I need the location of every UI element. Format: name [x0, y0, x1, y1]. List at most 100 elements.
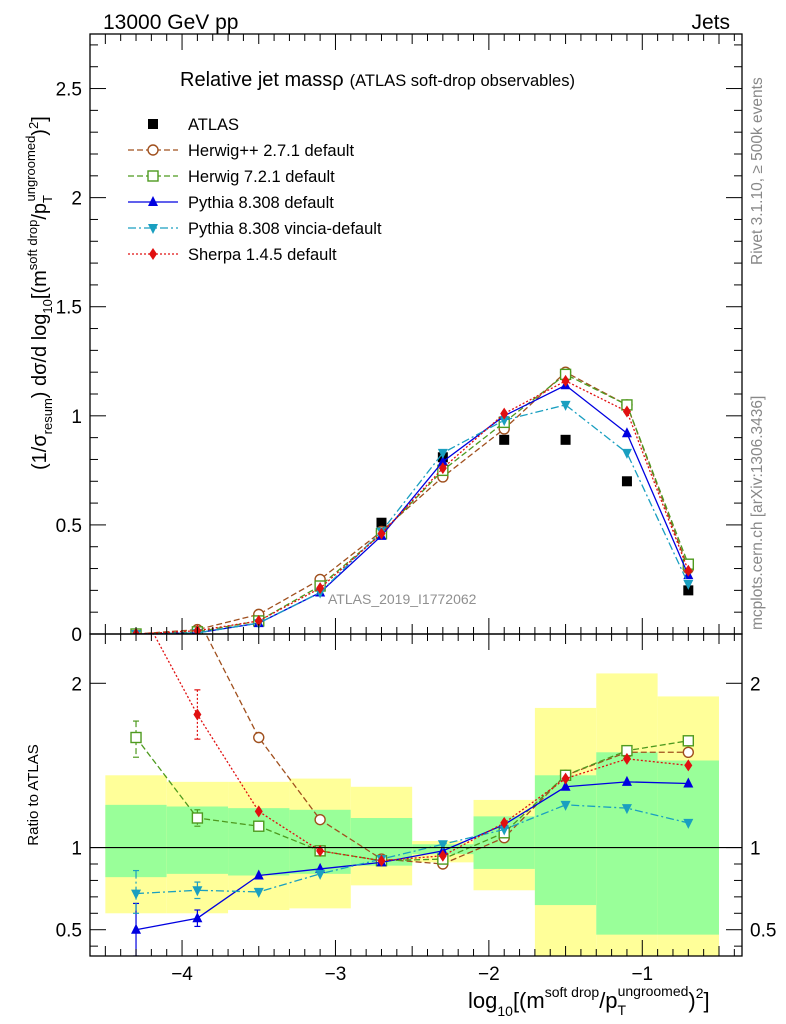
ratio-band-stat-7	[534, 775, 597, 906]
legend-entry-4: Pythia 8.308 vincia-default	[128, 220, 382, 238]
ratio-point-1-9	[682, 735, 695, 747]
mcplots-label: mcplots.cern.ch [arXiv:1306.3436]	[749, 396, 766, 630]
main-point-4-5	[437, 448, 448, 459]
main-point-0-7	[560, 434, 571, 445]
main-point-4-7	[560, 400, 571, 411]
main-series-line-1	[135, 371, 689, 634]
ratio-point-4-1	[193, 708, 202, 721]
ratio-point-2-2	[253, 869, 264, 880]
ratio-point-1-1	[191, 812, 204, 824]
ratio-series-line-4	[153, 634, 689, 862]
ratio-y-tick-label-left: 1	[71, 839, 82, 860]
legend-entry-2: Herwig 7.2.1 default	[128, 168, 335, 186]
ratio-series-line-3	[135, 804, 689, 895]
ratio-y-tick-label-left: 0.5	[56, 921, 82, 942]
main-y-tick-label: 2	[71, 189, 82, 210]
legend-entry-1: Herwig++ 2.7.1 default	[128, 142, 354, 160]
main-point-0-6	[499, 434, 510, 445]
ratio-point-0-1	[192, 613, 202, 623]
svg-text:(1/σresum) dσ/d log10[(msoft d: (1/σresum) dσ/d log10[(msoft drop/pTungr…	[23, 116, 55, 470]
plot-title-sub: (ATLAS soft-drop observables)	[350, 72, 575, 90]
ratio-point-0-3	[314, 813, 326, 826]
ratio-point-3-3	[315, 869, 326, 880]
x-tick-label: −3	[325, 964, 347, 985]
legend-marker-3	[148, 196, 158, 206]
analysis-watermark: ATLAS_2019_I1772062	[328, 591, 477, 607]
main-point-0-4	[376, 517, 387, 528]
ratio-series-group	[130, 580, 695, 956]
ratio-band-stat-0	[105, 804, 167, 878]
plot-title-main: Relative jet massρ	[180, 69, 344, 91]
ratio-point-4-0	[132, 595, 140, 607]
main-point-4-8	[621, 448, 632, 459]
ratio-point-2-0	[131, 923, 142, 934]
ratio-point-3-6	[499, 825, 510, 836]
main-point-4-6	[499, 416, 510, 427]
main-series-5	[132, 374, 693, 634]
ratio-point-1-0	[130, 731, 142, 744]
ratio-point-3-9	[683, 818, 694, 829]
ratio-plot-frame	[89, 633, 743, 957]
legend-marker-4	[148, 224, 158, 234]
main-point-5-7	[561, 374, 570, 387]
legend: ATLAS Herwig++ 2.7.1 default Herwig 7.2.1 …	[128, 116, 382, 264]
axis-ticks: −4 −3 −2 −1 0 0.5 1 1.5 2 2.5 0.5 0.5 1 1 2 2	[56, 34, 776, 985]
main-point-3-5	[437, 455, 448, 466]
rivet-version-label: Rivet 3.1.10, ≥ 500k events	[749, 77, 766, 265]
ratio-point-4-9	[684, 759, 693, 772]
ratio-y-tick-label-right: 0.5	[750, 921, 776, 942]
main-y-tick-label: 1.5	[56, 298, 82, 319]
main-point-5-8	[622, 405, 631, 418]
main-y-tick-label: 0	[71, 625, 82, 646]
main-point-0-8	[621, 476, 632, 487]
main-y-tick-label: 0.5	[56, 516, 82, 537]
main-point-5-4	[377, 527, 386, 540]
ratio-band-stat-2	[228, 808, 290, 876]
ratio-point-3-8	[621, 804, 632, 815]
ratio-series-3	[131, 800, 694, 914]
ratio-point-4-8	[622, 752, 631, 765]
main-point-5-5	[438, 462, 447, 475]
ratio-point-3-0	[131, 889, 142, 900]
svg-text:log10[(msoft drop/pTungroomed): log10[(msoft drop/pTungroomed)2]	[468, 983, 710, 1019]
legend-entry-3: Pythia 8.308 default	[128, 194, 334, 212]
ratio-y-tick-label-left: 2	[71, 674, 82, 695]
ratio-point-4-4	[377, 854, 386, 867]
legend-marker-0	[148, 119, 158, 129]
ratio-point-4-2	[254, 805, 263, 818]
ratio-series-line-2	[135, 781, 689, 931]
ratio-point-3-5	[437, 840, 448, 851]
plot-title: Relative jet massρ (ATLAS soft-drop obser…	[180, 69, 575, 91]
main-point-5-2	[254, 614, 263, 627]
ratio-y-tick-label-right: 2	[750, 674, 761, 695]
legend-marker-1	[147, 144, 159, 156]
main-y-tick-label: 2.5	[56, 80, 82, 101]
legend-label-2: Herwig 7.2.1 default	[188, 168, 335, 186]
header-right: Jets	[691, 11, 730, 34]
legend-label-5: Sherpa 1.4.5 default	[188, 246, 337, 264]
ratio-point-0-0	[131, 580, 141, 590]
x-axis-label: log10[(msoft drop/pTungroomed)2]	[468, 983, 710, 1019]
legend-label-1: Herwig++ 2.7.1 default	[188, 142, 354, 160]
ratio-series-line-0	[205, 634, 689, 865]
main-y-axis-label: (1/σresum) dσ/d log10[(msoft drop/pTungr…	[23, 116, 55, 470]
main-point-5-3	[316, 582, 325, 595]
main-point-0-9	[683, 585, 694, 596]
ratio-series-4	[132, 595, 693, 867]
x-tick-label: −4	[171, 964, 193, 985]
x-tick-label: −1	[631, 964, 653, 985]
ratio-point-4-7	[561, 772, 570, 785]
ratio-point-3-7	[560, 800, 571, 811]
ratio-point-3-1	[192, 886, 203, 897]
main-series-0	[131, 434, 694, 634]
ratio-point-2-7	[560, 780, 571, 791]
main-point-3-8	[621, 427, 632, 438]
main-y-tick-label: 1	[71, 407, 82, 428]
ratio-y-tick-label-right: 1	[750, 839, 761, 860]
ratio-point-4-5	[438, 849, 447, 862]
legend-label-3: Pythia 8.308 default	[188, 194, 334, 212]
legend-entry-0: ATLAS	[148, 116, 239, 134]
ratio-series-2	[131, 775, 694, 956]
main-point-5-9	[684, 564, 693, 577]
